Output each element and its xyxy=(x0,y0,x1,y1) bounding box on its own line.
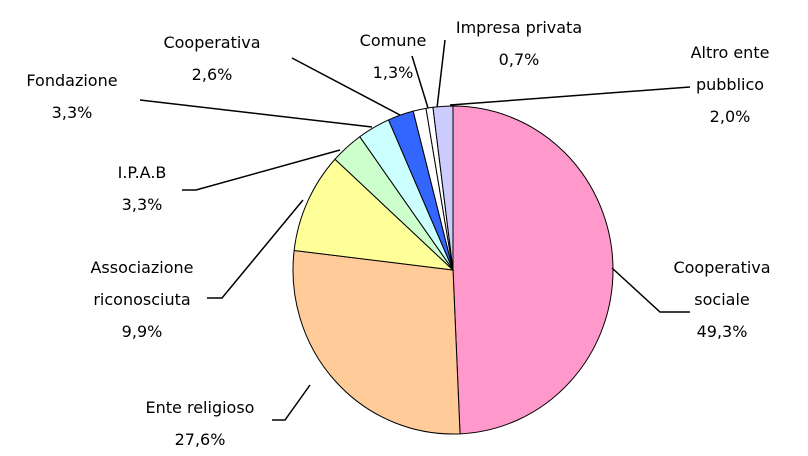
slice-label: Cooperativa sociale 49,3% xyxy=(657,252,787,348)
value-label: 0,7% xyxy=(498,50,540,69)
pie-slice xyxy=(293,158,455,271)
value-label: 49,3% xyxy=(696,322,748,341)
slice-label: Cooperativa 2,6% xyxy=(137,27,287,91)
category-label: Fondazione xyxy=(26,71,118,90)
leader-line xyxy=(182,149,341,191)
slice-label: Altro ente pubblico 2,0% xyxy=(675,37,785,133)
category-label: Comune xyxy=(359,31,427,50)
slice-label: Ente religioso 27,6% xyxy=(120,392,280,456)
slice-label: Comune 1,3% xyxy=(338,25,448,89)
value-label: 2,0% xyxy=(709,107,751,126)
pie-slice xyxy=(292,249,461,435)
category-label: Altro ente pubblico xyxy=(690,43,770,94)
category-label: Cooperativa sociale xyxy=(673,258,771,309)
value-label: 2,6% xyxy=(191,65,233,84)
leader-line xyxy=(207,199,304,299)
slice-label: Impresa privata 0,7% xyxy=(434,12,604,76)
leader-line xyxy=(291,57,401,116)
slice-label: Fondazione 3,3% xyxy=(7,65,137,129)
leader-line xyxy=(272,384,311,421)
leader-line xyxy=(611,267,690,313)
slice-label: I.P.A.B 3,3% xyxy=(92,157,192,221)
category-label: Cooperativa xyxy=(163,33,261,52)
pie-slice xyxy=(452,105,614,435)
category-label: Ente religioso xyxy=(145,398,255,417)
leader-line xyxy=(139,99,373,128)
value-label: 1,3% xyxy=(372,63,414,82)
value-label: 27,6% xyxy=(174,430,226,449)
pie-slice xyxy=(432,105,454,271)
value-label: 9,9% xyxy=(121,322,163,341)
category-label: Associazione riconosciuta xyxy=(90,258,194,309)
slice-label: Associazione riconosciuta 9,9% xyxy=(62,252,222,348)
leader-line xyxy=(411,55,429,109)
category-label: Impresa privata xyxy=(455,18,583,37)
leader-line xyxy=(449,86,691,106)
value-label: 3,3% xyxy=(51,103,93,122)
category-label: I.P.A.B xyxy=(117,163,167,182)
value-label: 3,3% xyxy=(121,195,163,214)
leader-line xyxy=(436,39,446,109)
